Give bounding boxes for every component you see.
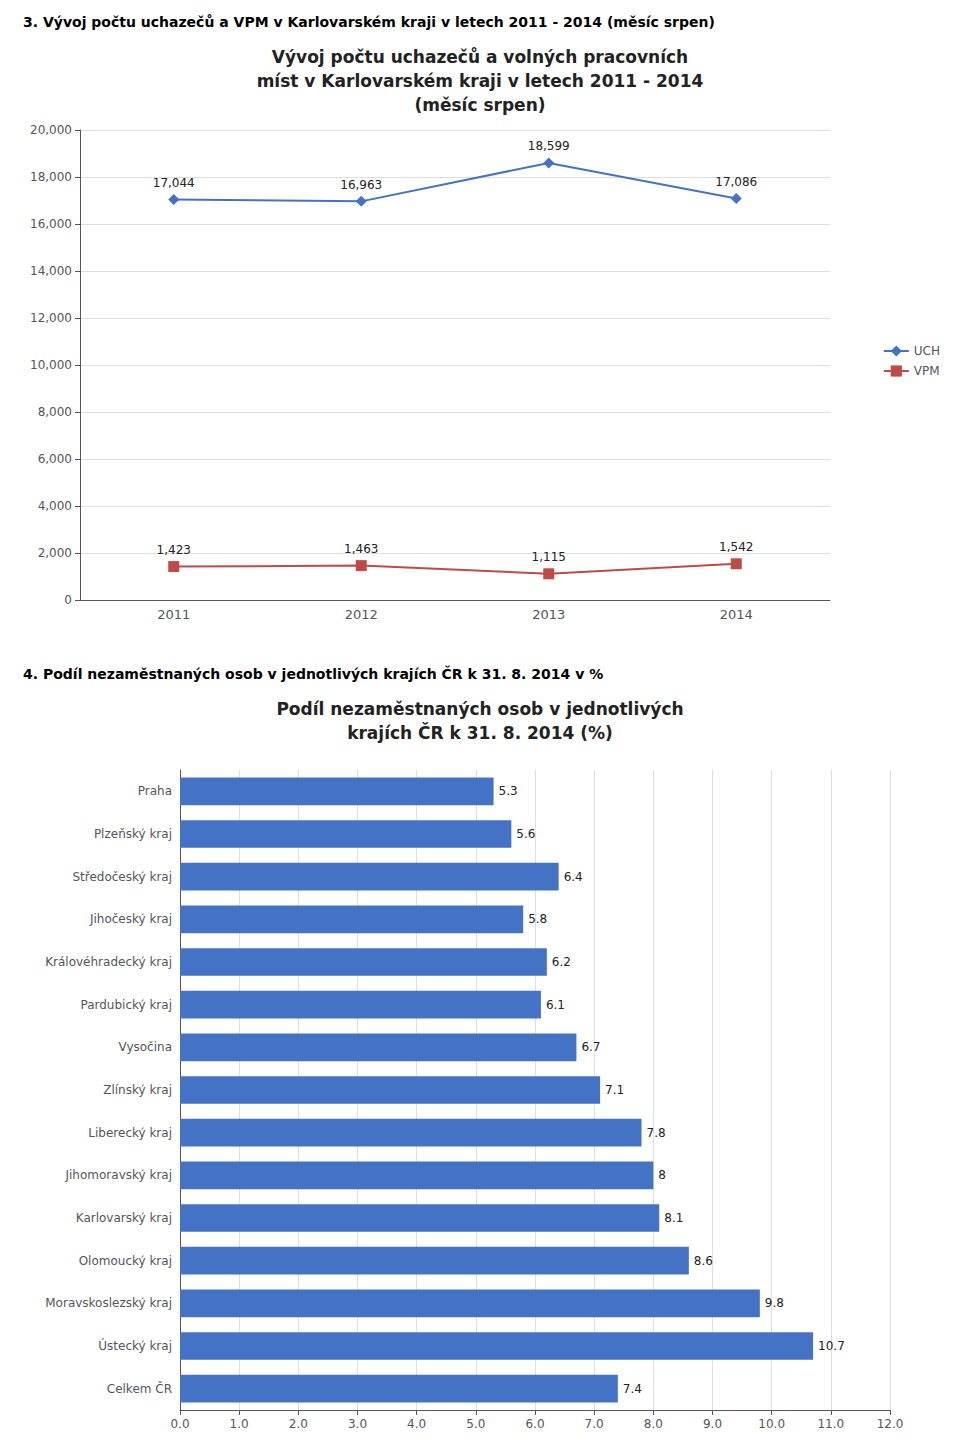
svg-text:Vysočina: Vysočina [119, 1040, 172, 1054]
svg-text:2012: 2012 [345, 607, 378, 622]
svg-text:Karlovarský kraj: Karlovarský kraj [76, 1211, 172, 1225]
svg-text:0.0: 0.0 [170, 1417, 189, 1431]
svg-text:9.0: 9.0 [703, 1417, 722, 1431]
svg-text:3.0: 3.0 [348, 1417, 367, 1431]
svg-text:Moravskoslezský kraj: Moravskoslezský kraj [45, 1296, 172, 1310]
svg-text:18,000: 18,000 [30, 170, 72, 184]
svg-text:UCH: UCH [914, 344, 940, 358]
svg-text:Jihočeský kraj: Jihočeský kraj [89, 912, 172, 926]
svg-text:8: 8 [658, 1168, 666, 1182]
svg-text:20,000: 20,000 [30, 123, 72, 137]
svg-text:17,086: 17,086 [715, 175, 757, 189]
svg-text:1.0: 1.0 [230, 1417, 249, 1431]
svg-text:Zlínský kraj: Zlínský kraj [103, 1083, 172, 1097]
svg-text:17,044: 17,044 [153, 176, 195, 190]
svg-text:Středočeský kraj: Středočeský kraj [72, 870, 172, 884]
svg-text:1,115: 1,115 [532, 550, 566, 564]
svg-text:12.0: 12.0 [877, 1417, 904, 1431]
svg-text:6.1: 6.1 [546, 998, 565, 1012]
svg-text:4. Podíl nezaměstnaných osob v: 4. Podíl nezaměstnaných osob v jednotliv… [23, 665, 603, 682]
svg-text:Jihomoravský kraj: Jihomoravský kraj [65, 1168, 173, 1182]
svg-text:7.8: 7.8 [647, 1126, 666, 1140]
svg-text:8.0: 8.0 [644, 1417, 663, 1431]
svg-text:4,000: 4,000 [38, 499, 72, 513]
svg-text:Liberecký kraj: Liberecký kraj [88, 1126, 172, 1140]
svg-text:VPM: VPM [914, 364, 940, 378]
svg-text:2014: 2014 [720, 607, 753, 622]
svg-text:5.0: 5.0 [466, 1417, 485, 1431]
svg-text:4.0: 4.0 [407, 1417, 426, 1431]
svg-text:krajích ČR k 31. 8. 2014 (%): krajích ČR k 31. 8. 2014 (%) [347, 722, 613, 743]
svg-text:7.0: 7.0 [585, 1417, 604, 1431]
svg-text:1,463: 1,463 [344, 542, 378, 556]
svg-text:6.0: 6.0 [525, 1417, 544, 1431]
svg-text:2011: 2011 [157, 607, 190, 622]
svg-text:Ústecký kraj: Ústecký kraj [98, 1338, 172, 1353]
svg-text:1,423: 1,423 [157, 543, 191, 557]
svg-text:6.4: 6.4 [564, 870, 583, 884]
svg-text:14,000: 14,000 [30, 264, 72, 278]
svg-text:8.6: 8.6 [694, 1254, 713, 1268]
svg-text:Vývoj počtu uchazečů a volných: Vývoj počtu uchazečů a volných pracovníc… [272, 46, 688, 67]
svg-text:Plzeňský kraj: Plzeňský kraj [94, 827, 172, 841]
svg-text:6.2: 6.2 [552, 955, 571, 969]
svg-text:1,542: 1,542 [719, 540, 753, 554]
svg-text:6,000: 6,000 [38, 452, 72, 466]
svg-text:16,000: 16,000 [30, 217, 72, 231]
svg-text:7.1: 7.1 [605, 1083, 624, 1097]
svg-text:8.1: 8.1 [664, 1211, 683, 1225]
svg-text:Celkem ČR: Celkem ČR [107, 1381, 172, 1396]
svg-text:16,963: 16,963 [340, 178, 382, 192]
svg-text:Pardubický kraj: Pardubický kraj [80, 998, 172, 1012]
svg-text:6.7: 6.7 [581, 1040, 600, 1054]
svg-text:10.7: 10.7 [818, 1339, 845, 1353]
svg-text:10.0: 10.0 [758, 1417, 785, 1431]
svg-text:3. Vývoj počtu uchazečů a VPM: 3. Vývoj počtu uchazečů a VPM v Karlovar… [23, 14, 715, 30]
svg-text:7.4: 7.4 [623, 1382, 642, 1396]
svg-text:11.0: 11.0 [817, 1417, 844, 1431]
svg-text:9.8: 9.8 [765, 1296, 784, 1310]
svg-text:12,000: 12,000 [30, 311, 72, 325]
svg-text:2.0: 2.0 [289, 1417, 308, 1431]
svg-text:2013: 2013 [532, 607, 565, 622]
svg-text:Podíl nezaměstnaných osob v je: Podíl nezaměstnaných osob v jednotlivých [276, 699, 683, 719]
svg-text:5.8: 5.8 [528, 912, 547, 926]
svg-text:2,000: 2,000 [38, 546, 72, 560]
svg-text:18,599: 18,599 [528, 139, 570, 153]
svg-text:10,000: 10,000 [30, 358, 72, 372]
svg-text:5.6: 5.6 [516, 827, 535, 841]
svg-text:míst v Karlovarském kraji v le: míst v Karlovarském kraji v letech 2011 … [257, 71, 704, 91]
svg-text:5.3: 5.3 [499, 784, 518, 798]
svg-text:(měsíc srpen): (měsíc srpen) [414, 95, 545, 115]
svg-text:Praha: Praha [138, 784, 172, 798]
svg-text:0: 0 [64, 593, 72, 607]
svg-text:Královéhradecký kraj: Královéhradecký kraj [45, 955, 172, 969]
svg-text:Olomoucký kraj: Olomoucký kraj [79, 1254, 172, 1268]
svg-text:8,000: 8,000 [38, 405, 72, 419]
